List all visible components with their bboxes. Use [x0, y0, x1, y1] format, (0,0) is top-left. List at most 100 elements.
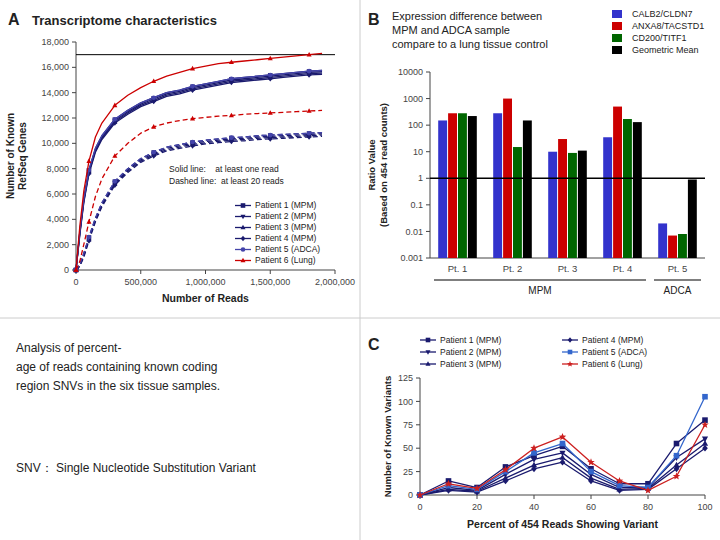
bar	[493, 113, 502, 258]
text-line: Ratio Value	[366, 139, 377, 190]
legend-marker	[425, 361, 430, 366]
marker	[151, 79, 156, 84]
legend-marker	[240, 258, 245, 263]
x-tick	[648, 495, 649, 499]
text-line: Patient 6 (Lung)	[582, 359, 643, 369]
legend-item: Patient 3 (MPM)	[235, 222, 317, 232]
marker	[530, 444, 537, 451]
y-axis-line	[420, 378, 421, 495]
bar	[448, 113, 457, 258]
legend-label: Patient 4 (MPM)	[582, 335, 644, 345]
marker	[74, 268, 79, 273]
axes: 0.0010.010.1110100100010000Pt. 1Pt. 2Pt.…	[398, 67, 705, 274]
legend-item: Patient 4 (MPM)	[235, 233, 317, 243]
legend-marker	[241, 247, 246, 252]
text-line: 4,000	[46, 214, 69, 224]
text-line: Transcriptome characteristics	[32, 13, 217, 28]
text-line: 1,000,000	[185, 277, 225, 287]
legend-label: Patient 4 (MPM)	[255, 233, 317, 243]
plot-area	[73, 52, 335, 273]
y-tick	[72, 42, 76, 43]
legend-label: CD200/TITF1	[632, 33, 687, 43]
text-line: MPM	[528, 285, 551, 296]
text-line: 14,000	[41, 88, 69, 98]
marker	[151, 150, 156, 155]
x-tick	[335, 270, 336, 274]
y-tick-label: 14,000	[41, 88, 69, 98]
x-tick	[477, 495, 478, 499]
marker	[73, 268, 78, 273]
marker	[307, 108, 312, 113]
x-tick	[140, 270, 141, 274]
axes: 02,0004,0006,0008,00010,00012,00014,0001…	[41, 37, 355, 287]
text-line: 6,000	[46, 189, 69, 199]
x-tick-label: 60	[586, 502, 596, 512]
marker	[674, 441, 680, 447]
y-tick	[426, 231, 430, 232]
legend-item: Patient 5 (ADCA)	[235, 244, 320, 254]
y-axis-label: Ratio Value(Based on 454 read counts)	[366, 103, 389, 227]
marker	[86, 158, 91, 163]
group-bracket	[434, 279, 646, 280]
y-axis-line	[76, 42, 77, 270]
text-line: Patient 2 (MPM)	[440, 347, 502, 357]
x-tick-label: 20	[472, 502, 482, 512]
text-line: 75	[403, 420, 413, 430]
marker	[229, 76, 234, 81]
marker	[229, 113, 234, 118]
text-line: Number of Known	[5, 113, 16, 199]
legend-item: ANXA8/TACSTD1	[612, 21, 704, 31]
marker	[74, 268, 79, 273]
text-line: Pt. 5	[668, 263, 688, 274]
x-tick	[205, 270, 206, 274]
text-line: Patient 1 (MPM)	[255, 200, 317, 210]
marker	[268, 73, 273, 78]
marker	[417, 492, 423, 499]
legend-label: Patient 1 (MPM)	[440, 335, 502, 345]
legend-item: Patient 5 (ADCA)	[562, 347, 647, 357]
y-tick-label: 4,000	[46, 214, 69, 224]
legend-marker	[240, 225, 245, 230]
marker	[268, 110, 273, 115]
text-line: 100	[408, 120, 423, 130]
y-tick-label: 10	[413, 147, 423, 157]
legend-label: Patient 1 (MPM)	[255, 200, 317, 210]
y-tick-label: 1000	[403, 94, 423, 104]
x-tick-label: 80	[643, 502, 653, 512]
bar	[523, 120, 532, 258]
marker	[674, 453, 680, 459]
marker	[702, 445, 708, 452]
legend-item: Patient 4 (MPM)	[562, 335, 644, 345]
text-line: compare to a lung tissue control	[392, 38, 548, 50]
text-line: RefSeq Genes	[17, 122, 28, 190]
bar	[688, 180, 697, 258]
legend-marker	[568, 350, 573, 355]
reference-line	[76, 54, 335, 55]
x-tick	[270, 270, 271, 274]
marker	[113, 179, 118, 184]
y-tick-label: 25	[403, 467, 413, 477]
x-axis-label: Percent of 454 Reads Showing Variant	[467, 518, 658, 530]
annotation: Solid line: at least one readDashed line…	[169, 164, 284, 186]
legend-label: Patient 2 (MPM)	[255, 211, 317, 221]
marker	[229, 60, 234, 65]
text-line: 100	[398, 397, 413, 407]
legend-marker	[568, 337, 573, 343]
y-tick	[426, 125, 430, 126]
bar	[633, 122, 642, 258]
text-line: 0.001	[400, 253, 423, 263]
text-line: 0	[408, 490, 413, 500]
marker	[307, 131, 312, 136]
text-line: Solid line: at least one read	[169, 164, 279, 174]
marker	[588, 478, 594, 485]
marker	[73, 268, 78, 273]
panel-label: B	[368, 11, 380, 28]
marker	[588, 469, 594, 475]
y-tick-label: 0	[64, 265, 69, 275]
text-line: Pt. 4	[613, 263, 633, 274]
x-tick-label: 1,500,000	[250, 277, 290, 287]
y-tick-label: 16,000	[41, 62, 69, 72]
y-tick	[72, 118, 76, 119]
text-line: C	[368, 336, 380, 353]
marker	[268, 56, 273, 61]
